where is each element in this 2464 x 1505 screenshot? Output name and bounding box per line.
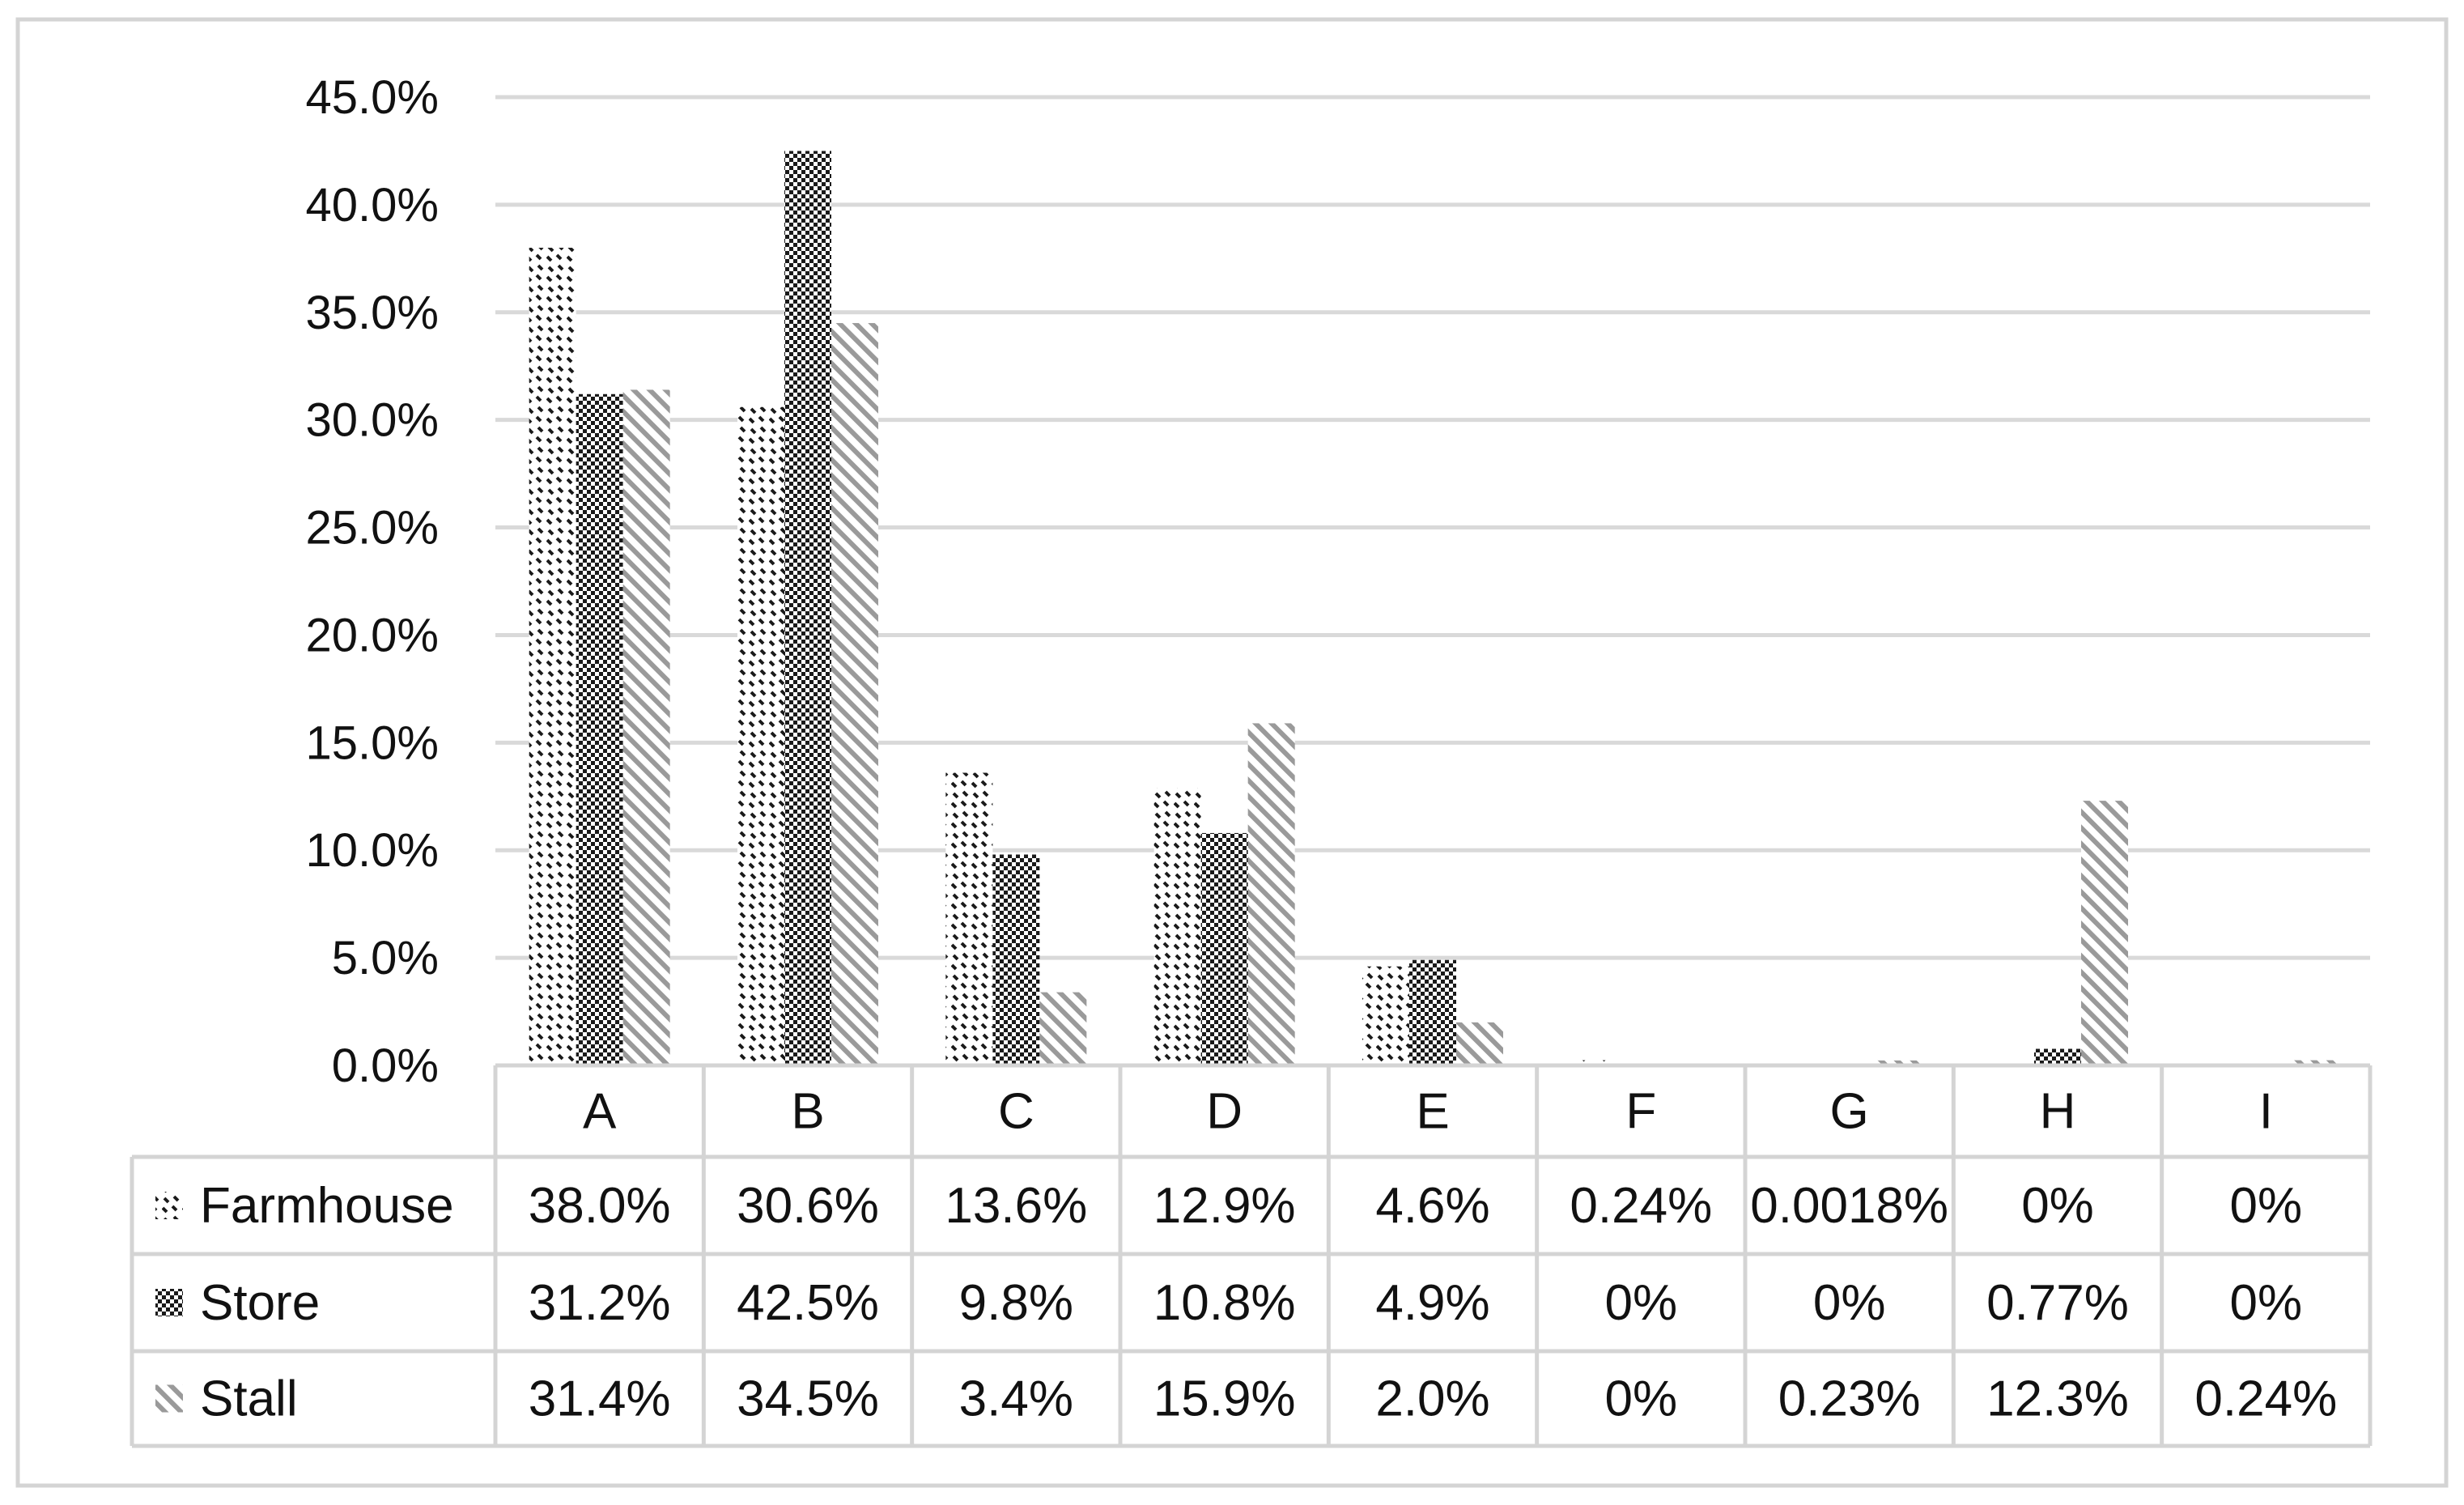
data-label: 4.6% xyxy=(1375,1178,1489,1234)
data-label: 42.5% xyxy=(737,1275,879,1331)
bar-stall-i xyxy=(2289,1060,2337,1065)
bar-farmhouse-d xyxy=(1153,788,1201,1065)
bar-store-h xyxy=(2034,1048,2081,1065)
legend-swatch-store xyxy=(155,1289,183,1316)
data-label: 34.5% xyxy=(737,1371,879,1427)
series-name: Store xyxy=(200,1275,320,1331)
bar-farmhouse-b xyxy=(737,406,784,1066)
data-label: 0.23% xyxy=(1778,1371,1921,1427)
bar-farmhouse-c xyxy=(945,772,993,1065)
data-label: 0% xyxy=(2230,1178,2303,1234)
category-label: E xyxy=(1416,1084,1449,1140)
data-label: 2.0% xyxy=(1375,1371,1489,1427)
data-label: 0% xyxy=(1605,1275,1678,1331)
data-label: 4.9% xyxy=(1375,1275,1489,1331)
y-tick-label: 5.0% xyxy=(332,932,439,984)
data-label: 31.4% xyxy=(529,1371,671,1427)
data-label: 10.8% xyxy=(1153,1275,1296,1331)
data-label: 0% xyxy=(1605,1371,1678,1427)
y-axis-ticks: 0.0% 5.0% 10.0% 15.0% 20.0% 25.0% 30.0% 35.0% 40… xyxy=(306,71,439,1092)
data-label: 3.4% xyxy=(959,1371,1073,1427)
category-label: G xyxy=(1830,1084,1869,1140)
category-label: H xyxy=(2040,1084,2076,1140)
bar-store-d xyxy=(1200,832,1248,1065)
bar-stall-b xyxy=(831,323,878,1066)
data-label: 12.3% xyxy=(1986,1371,2129,1427)
data-label: 0% xyxy=(1813,1275,1886,1331)
data-label: 0.24% xyxy=(2194,1371,2337,1427)
category-label: F xyxy=(1625,1084,1656,1140)
category-label: A xyxy=(583,1084,617,1140)
bar-stall-e xyxy=(1456,1022,1503,1065)
series-name: Farmhouse xyxy=(200,1178,454,1234)
data-label: 0.0018% xyxy=(1750,1178,1948,1234)
bar-farmhouse-a xyxy=(529,248,576,1065)
bar-stall-d xyxy=(1247,723,1295,1065)
y-tick-label: 20.0% xyxy=(306,609,439,661)
data-label: 38.0% xyxy=(529,1178,671,1234)
data-label: 13.6% xyxy=(945,1178,1087,1234)
bar-store-a xyxy=(576,393,623,1066)
y-tick-label: 35.0% xyxy=(306,287,439,339)
y-tick-label: 15.0% xyxy=(306,716,439,769)
y-tick-label: 10.0% xyxy=(306,824,439,877)
y-tick-label: 45.0% xyxy=(306,71,439,124)
bar-farmhouse-e xyxy=(1362,966,1409,1065)
legend-swatch-stall xyxy=(155,1384,183,1413)
y-tick-label: 25.0% xyxy=(306,502,439,555)
data-label: 9.8% xyxy=(959,1275,1073,1331)
bar-store-e xyxy=(1409,959,1456,1065)
bar-farmhouse-f xyxy=(1570,1060,1618,1065)
data-label: 0.77% xyxy=(1986,1275,2129,1331)
data-label: 15.9% xyxy=(1153,1371,1296,1427)
data-label: 0.24% xyxy=(1570,1178,1712,1234)
data-label: 30.6% xyxy=(737,1178,879,1234)
bars xyxy=(529,151,2337,1066)
chart-frame xyxy=(15,17,2449,1488)
y-tick-label: 30.0% xyxy=(306,394,439,447)
bar-store-c xyxy=(992,854,1040,1065)
legend-swatch-farmhouse xyxy=(155,1192,183,1219)
category-label: C xyxy=(998,1084,1034,1140)
data-label: 0% xyxy=(2230,1275,2303,1331)
series-name: Stall xyxy=(200,1371,298,1427)
category-label: B xyxy=(791,1084,824,1140)
bar-stall-h xyxy=(2081,801,2128,1065)
data-label: 12.9% xyxy=(1153,1178,1296,1234)
bar-store-b xyxy=(784,151,831,1065)
category-label: D xyxy=(1206,1084,1243,1140)
y-tick-label: 0.0% xyxy=(332,1039,439,1092)
bar-stall-g xyxy=(1872,1060,1920,1065)
data-label: 31.2% xyxy=(529,1275,671,1331)
y-tick-label: 40.0% xyxy=(306,179,439,232)
bar-stall-c xyxy=(1039,992,1087,1065)
data-table: A B C D E F G H I Farmhouse 38.0% 30.6% 13.6% 12.9% 4.… xyxy=(130,1063,2373,1448)
bar-stall-a xyxy=(622,389,670,1065)
data-label: 0% xyxy=(2021,1178,2094,1234)
category-label: I xyxy=(2259,1084,2273,1140)
